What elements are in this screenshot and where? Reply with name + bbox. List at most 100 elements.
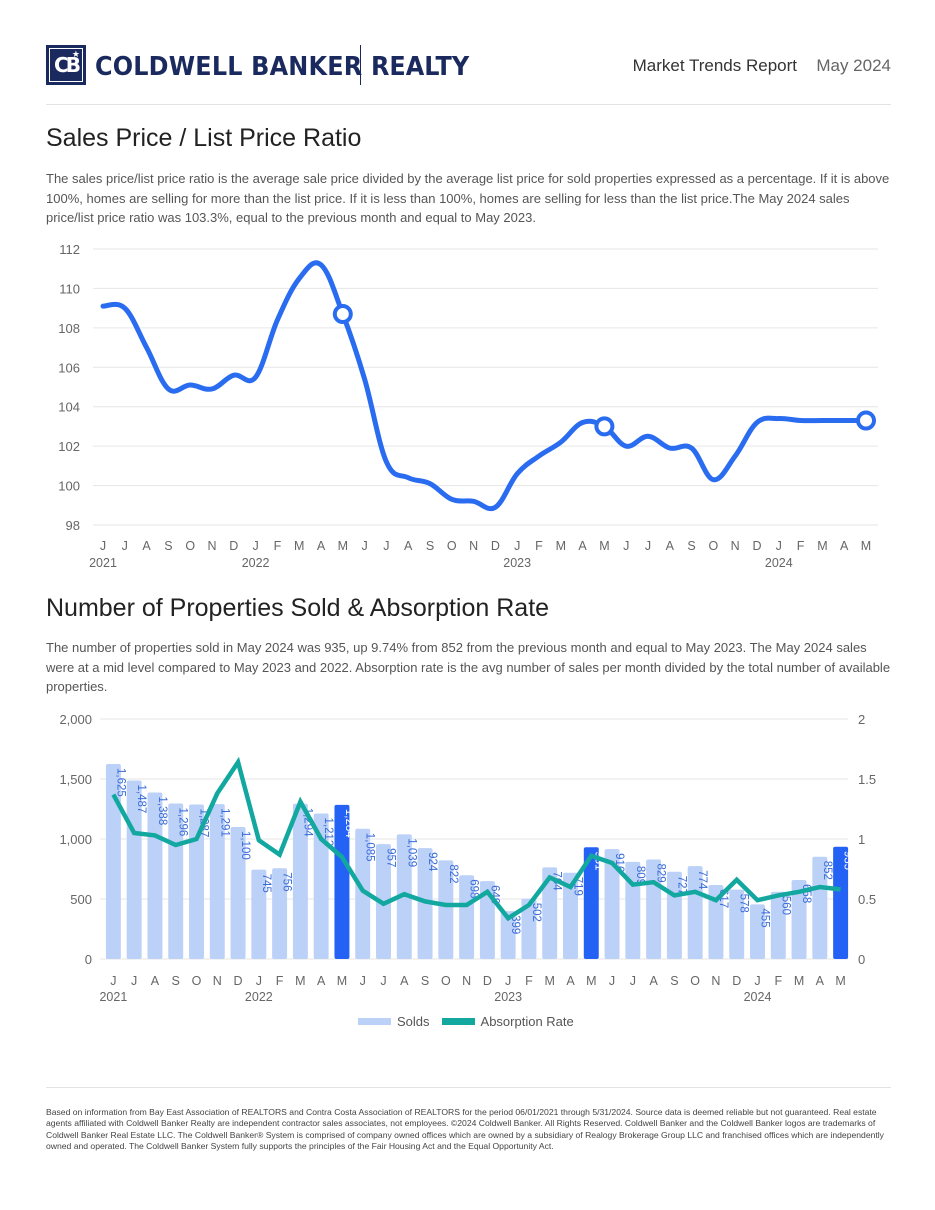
x-tick-label: A: [816, 974, 825, 988]
legend-item-solds[interactable]: Solds: [358, 1014, 430, 1029]
report-date: May 2024: [816, 56, 891, 75]
bar-data-label: 1,100: [239, 831, 251, 860]
y-right-tick-label: 1: [858, 832, 865, 847]
x-tick-label: J: [383, 539, 389, 553]
bar-solds: [355, 828, 371, 959]
x-tick-label: F: [276, 974, 284, 988]
x-tick-label: J: [256, 974, 262, 988]
x-tick-label: J: [505, 974, 511, 988]
bar-data-label: 745: [260, 874, 272, 893]
x-tick-label: O: [185, 539, 195, 553]
bar-solds: [791, 880, 807, 959]
bar-data-label: 727: [675, 876, 687, 895]
bar-data-label: 698: [468, 879, 480, 898]
x-tick-label: A: [317, 974, 326, 988]
x-tick-label: D: [732, 974, 741, 988]
x-tick-label: N: [207, 539, 216, 553]
y-tick-label: 112: [59, 242, 80, 257]
x-tick-label: A: [400, 974, 409, 988]
highlight-point: [594, 416, 615, 437]
legend-item-absorption-rate[interactable]: Absorption Rate: [441, 1014, 574, 1029]
x-tick-label: A: [566, 974, 575, 988]
year-label: 2022: [245, 990, 273, 1004]
x-tick-label: M: [337, 974, 347, 988]
price-ratio-line: [100, 260, 869, 512]
bar-data-label: 1,487: [135, 785, 147, 814]
x-tick-label: J: [776, 539, 782, 553]
x-tick-label: M: [817, 539, 827, 553]
y-left-tick-label: 2,000: [59, 712, 92, 727]
report-title: Market Trends Report: [632, 56, 797, 75]
x-tick-label: J: [110, 974, 116, 988]
x-tick-label: D: [491, 539, 500, 553]
x-tick-label: O: [447, 539, 457, 553]
bar-data-label: 756: [281, 872, 293, 891]
bar-solds: [313, 813, 329, 959]
x-tick-label: J: [131, 974, 137, 988]
bar-data-label: 1,291: [218, 808, 230, 837]
bar-data-label: 1,296: [177, 807, 189, 836]
bar-solds: [292, 803, 308, 959]
bar-solds: [500, 911, 516, 959]
x-tick-label: F: [774, 974, 782, 988]
x-tick-label: O: [690, 974, 700, 988]
x-tick-label: A: [649, 974, 658, 988]
bar-solds: [521, 898, 537, 959]
x-tick-label: J: [122, 539, 128, 553]
x-tick-label: M: [295, 974, 305, 988]
bar-solds: [687, 866, 703, 959]
bar-solds: [750, 904, 765, 959]
section-description-price-ratio: The sales price/list price ratio is the …: [46, 171, 890, 225]
x-tick-label: S: [670, 974, 678, 988]
x-tick-label: N: [213, 974, 222, 988]
bar-data-label: 1,212: [322, 818, 334, 847]
x-tick-label: N: [711, 974, 720, 988]
star-icon: ★: [71, 49, 80, 59]
bar-solds: [334, 804, 350, 959]
bar-data-label: 1,294: [301, 808, 313, 837]
bar-solds: [833, 846, 849, 959]
bar-data-label: 1,284: [343, 809, 355, 838]
x-tick-label: A: [666, 539, 675, 553]
coldwell-banker-logo-icon: CB ★: [46, 45, 86, 85]
y-right-tick-label: 0.5: [858, 892, 876, 907]
bar-solds: [251, 869, 267, 959]
legend-swatch-solds: [358, 1018, 391, 1025]
x-tick-label: A: [142, 539, 151, 553]
x-tick-label: F: [525, 974, 533, 988]
bar-solds: [438, 860, 454, 959]
x-tick-label: M: [294, 539, 304, 553]
x-tick-label: O: [192, 974, 202, 988]
absorption-rate-line: [111, 756, 841, 922]
x-tick-label: J: [361, 539, 367, 553]
y-left-tick-label: 500: [70, 892, 92, 907]
x-tick-label: J: [609, 974, 615, 988]
bar-data-label: 1,039: [405, 838, 417, 867]
section-description-properties-sold: The number of properties sold in May 202…: [46, 640, 891, 694]
x-tick-label: O: [709, 539, 719, 553]
brand-divider: [360, 45, 361, 85]
year-label: 2021: [99, 990, 127, 1004]
bar-data-label: 1,388: [156, 796, 168, 825]
y-left-tick-label: 1,500: [59, 772, 92, 787]
x-tick-label: J: [630, 974, 636, 988]
x-tick-label: A: [404, 539, 413, 553]
y-tick-label: 102: [58, 439, 80, 454]
bar-solds: [708, 884, 724, 959]
brand-suffix: REALTY: [371, 52, 470, 82]
x-tick-label: M: [861, 539, 871, 553]
bar-solds: [604, 849, 620, 959]
bar-solds: [209, 804, 225, 959]
bar-data-label: 829: [655, 864, 667, 883]
x-tick-label: M: [545, 974, 555, 988]
bar-solds: [272, 868, 288, 959]
x-tick-label: S: [426, 539, 434, 553]
x-tick-label: M: [599, 539, 609, 553]
x-tick-label: M: [586, 974, 596, 988]
bar-solds: [729, 889, 745, 959]
x-tick-label: D: [483, 974, 492, 988]
y-tick-label: 104: [58, 400, 80, 415]
bar-data-label: 852: [821, 861, 833, 880]
year-label: 2023: [503, 556, 531, 570]
